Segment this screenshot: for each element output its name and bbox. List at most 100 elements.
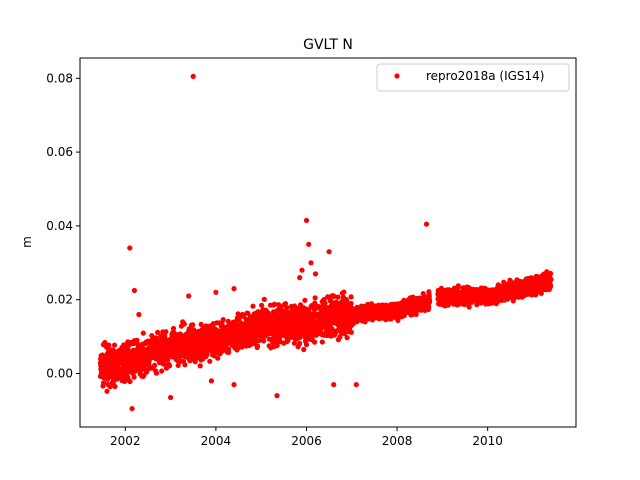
data-point bbox=[213, 289, 219, 295]
x-tick-label: 2002 bbox=[110, 434, 141, 448]
data-point bbox=[348, 329, 354, 335]
data-point bbox=[190, 322, 196, 328]
data-point bbox=[163, 329, 169, 335]
data-point bbox=[297, 275, 303, 281]
y-tick-label: 0.00 bbox=[46, 366, 73, 380]
x-tick-label: 2010 bbox=[472, 434, 503, 448]
data-point bbox=[164, 357, 171, 363]
data-point bbox=[149, 333, 155, 339]
data-point bbox=[131, 374, 137, 380]
data-point bbox=[226, 349, 232, 355]
data-point bbox=[254, 343, 261, 349]
y-tick-label: 0.06 bbox=[46, 145, 73, 159]
data-point bbox=[207, 358, 213, 364]
data-point bbox=[413, 311, 419, 317]
data-point bbox=[547, 283, 554, 289]
y-tick-label: 0.04 bbox=[46, 219, 73, 233]
legend-marker bbox=[394, 73, 400, 79]
data-point bbox=[127, 245, 133, 251]
data-point bbox=[538, 290, 544, 296]
data-point bbox=[335, 294, 341, 300]
data-point bbox=[198, 321, 204, 327]
data-point bbox=[186, 293, 192, 299]
data-point bbox=[344, 335, 350, 341]
data-point bbox=[131, 287, 137, 294]
data-point bbox=[125, 346, 131, 352]
data-point bbox=[426, 293, 432, 299]
data-point bbox=[353, 382, 359, 388]
data-point bbox=[274, 343, 280, 349]
data-point bbox=[220, 317, 226, 323]
data-point bbox=[190, 73, 196, 79]
x-tick-label: 2008 bbox=[382, 434, 413, 448]
data-point bbox=[284, 305, 290, 311]
data-point bbox=[167, 363, 173, 369]
plot-frame bbox=[79, 57, 577, 428]
x-tick-label: 2006 bbox=[291, 434, 322, 448]
y-axis-label: m bbox=[20, 236, 34, 248]
data-point bbox=[303, 342, 310, 348]
data-point bbox=[331, 382, 337, 388]
data-point bbox=[426, 304, 432, 311]
data-point bbox=[291, 340, 297, 346]
y-tick-label: 0.08 bbox=[46, 71, 73, 85]
data-point bbox=[312, 339, 318, 345]
data-point bbox=[159, 368, 165, 374]
data-point bbox=[102, 339, 108, 346]
data-point bbox=[161, 361, 167, 367]
data-point bbox=[168, 394, 174, 401]
x-axis-ticks: 2002 2004 2006 2008 2010 bbox=[110, 427, 503, 448]
data-point bbox=[308, 260, 314, 266]
data-point bbox=[466, 304, 472, 310]
data-point bbox=[112, 383, 118, 390]
data-point bbox=[342, 331, 348, 337]
data-point bbox=[548, 276, 554, 282]
data-point bbox=[111, 342, 118, 348]
data-point bbox=[136, 311, 142, 318]
data-point bbox=[153, 370, 160, 376]
data-point bbox=[104, 388, 110, 394]
data-point bbox=[312, 271, 319, 277]
data-point bbox=[297, 340, 303, 347]
data-point bbox=[462, 301, 468, 307]
data-point bbox=[127, 378, 133, 385]
data-point bbox=[272, 301, 278, 307]
data-point bbox=[282, 301, 289, 307]
data-point bbox=[152, 362, 158, 368]
data-point bbox=[197, 363, 203, 369]
data-point bbox=[303, 217, 310, 223]
data-point bbox=[301, 346, 307, 353]
data-point bbox=[140, 330, 146, 336]
data-point bbox=[215, 355, 221, 361]
chart-title: GVLT N bbox=[303, 37, 353, 53]
data-point bbox=[144, 367, 150, 373]
data-point bbox=[274, 393, 280, 399]
data-point bbox=[299, 267, 305, 273]
data-point bbox=[302, 297, 308, 303]
data-point bbox=[175, 362, 181, 368]
data-point bbox=[261, 296, 267, 302]
data-point bbox=[261, 338, 267, 344]
legend: repro2018a (IGS14) bbox=[376, 63, 570, 92]
data-point bbox=[231, 382, 237, 388]
legend-box bbox=[376, 63, 570, 92]
data-point bbox=[348, 294, 354, 300]
data-point bbox=[548, 270, 554, 277]
data-point bbox=[231, 286, 237, 292]
data-point bbox=[170, 325, 177, 332]
x-tick-label: 2004 bbox=[201, 434, 232, 448]
data-point bbox=[319, 339, 325, 345]
data-point bbox=[101, 380, 107, 386]
data-point bbox=[427, 297, 433, 303]
data-point bbox=[341, 289, 347, 295]
legend-label: repro2018a (IGS14) bbox=[426, 69, 544, 83]
data-point bbox=[155, 329, 161, 335]
data-point bbox=[182, 362, 188, 368]
data-point bbox=[312, 295, 318, 301]
data-point bbox=[181, 321, 187, 327]
y-tick-label: 0.02 bbox=[46, 293, 73, 307]
data-point bbox=[326, 249, 332, 255]
data-point bbox=[348, 300, 354, 307]
data-point bbox=[208, 378, 214, 384]
